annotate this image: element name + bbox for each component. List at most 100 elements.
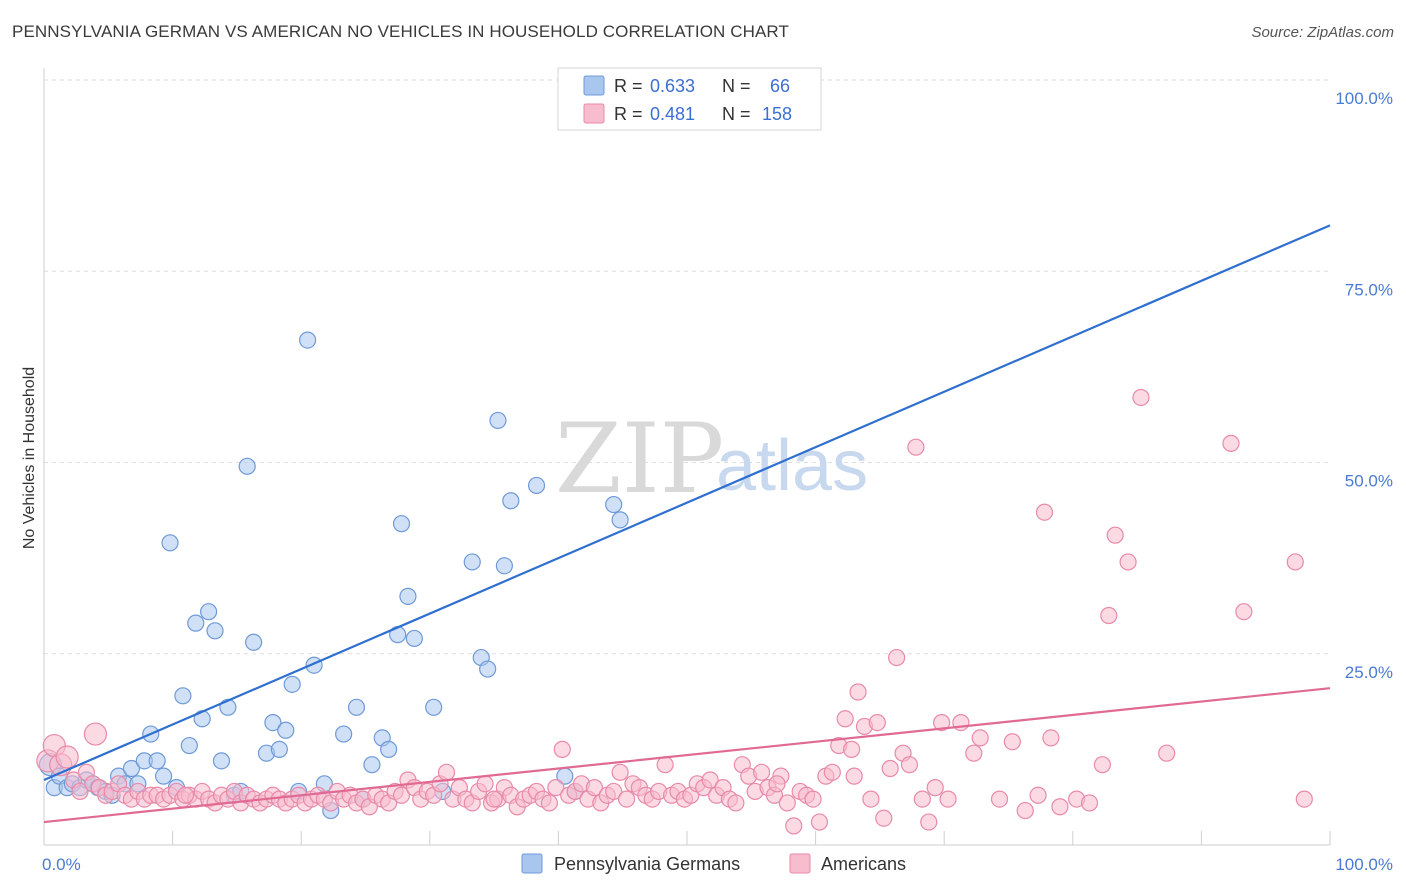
legend-box: R = 0.633 N = 66 R = 0.481 N = 158 bbox=[557, 67, 822, 131]
data-point bbox=[212, 752, 231, 770]
legend-r-label-0: R = bbox=[614, 76, 643, 96]
data-point bbox=[971, 729, 989, 747]
data-point bbox=[425, 698, 443, 716]
series-1-points bbox=[36, 388, 1313, 835]
data-point bbox=[727, 794, 745, 812]
data-point bbox=[913, 790, 931, 808]
data-point bbox=[206, 622, 224, 640]
data-point bbox=[920, 813, 938, 831]
trend-lines bbox=[43, 224, 1331, 824]
watermark-atlas: atlas bbox=[716, 426, 868, 506]
data-point bbox=[1051, 798, 1069, 816]
data-point bbox=[527, 476, 546, 495]
data-point bbox=[875, 809, 893, 827]
legend-n-label-1: N = bbox=[722, 104, 751, 124]
data-point bbox=[55, 745, 79, 769]
bottom-legend: Pennsylvania Germans Americans bbox=[521, 853, 906, 874]
data-point bbox=[405, 629, 423, 648]
y-axis: 25.0% 50.0% 75.0% 100.0% bbox=[43, 68, 1393, 845]
data-point bbox=[1035, 503, 1054, 521]
data-point bbox=[605, 782, 623, 801]
bottom-legend-label-americans: Americans bbox=[821, 854, 906, 874]
data-point bbox=[823, 763, 841, 781]
data-point bbox=[1119, 553, 1137, 571]
data-point bbox=[176, 786, 195, 804]
data-point bbox=[187, 614, 205, 632]
data-point bbox=[605, 495, 623, 514]
bottom-legend-swatch-americans bbox=[789, 853, 811, 874]
data-point bbox=[476, 775, 494, 793]
watermark: ZIP atlas bbox=[555, 403, 868, 515]
data-point bbox=[1158, 744, 1176, 762]
data-point bbox=[479, 660, 497, 678]
data-point bbox=[778, 794, 796, 812]
data-point bbox=[270, 740, 288, 758]
data-point bbox=[71, 782, 89, 801]
x-axis: 0.0% 100.0% bbox=[42, 831, 1393, 874]
data-point bbox=[1106, 526, 1124, 544]
legend-n-label-0: N = bbox=[722, 76, 751, 96]
data-point bbox=[1100, 606, 1118, 625]
trend-line-0 bbox=[43, 224, 1331, 781]
y-tick-label-1: 50.0% bbox=[1345, 472, 1393, 491]
data-point bbox=[1235, 603, 1253, 621]
data-point bbox=[1042, 729, 1060, 747]
data-point bbox=[1286, 553, 1304, 571]
data-point bbox=[810, 813, 829, 831]
data-point bbox=[1016, 801, 1034, 820]
trend-line-1 bbox=[43, 687, 1331, 824]
data-point bbox=[1029, 786, 1047, 804]
data-point bbox=[881, 759, 899, 778]
legend-r-label-1: R = bbox=[614, 104, 643, 124]
data-point bbox=[888, 648, 906, 667]
legend-swatch-pink bbox=[583, 103, 605, 124]
data-point bbox=[495, 557, 513, 575]
data-point bbox=[540, 794, 558, 812]
data-point bbox=[1132, 388, 1150, 407]
y-axis-label: No Vehicles in Household bbox=[21, 367, 38, 549]
data-point bbox=[335, 725, 353, 743]
data-point bbox=[868, 713, 886, 732]
bottom-legend-swatch-pa-germans bbox=[521, 853, 543, 874]
data-point bbox=[502, 492, 520, 510]
y-tick-label-3: 100.0% bbox=[1335, 89, 1393, 108]
y-tick-label-0: 25.0% bbox=[1345, 663, 1393, 682]
data-point bbox=[489, 411, 507, 430]
data-point bbox=[238, 457, 256, 475]
data-point bbox=[939, 790, 957, 808]
grid-lines bbox=[44, 79, 1330, 655]
data-point bbox=[547, 779, 565, 797]
legend-r-value-0: 0.633 bbox=[650, 76, 695, 96]
data-point bbox=[392, 515, 411, 533]
data-point bbox=[264, 713, 282, 732]
data-point bbox=[701, 771, 719, 789]
source-label: Source: ZipAtlas.com bbox=[1251, 24, 1394, 41]
data-point bbox=[845, 767, 863, 785]
data-point bbox=[148, 752, 166, 770]
data-point bbox=[553, 740, 571, 758]
data-point bbox=[933, 713, 951, 732]
data-point bbox=[862, 790, 880, 808]
data-point bbox=[611, 763, 629, 781]
x-tick-label-0: 0.0% bbox=[42, 855, 81, 874]
data-point bbox=[399, 587, 417, 605]
data-point bbox=[1093, 756, 1111, 774]
data-point bbox=[768, 775, 786, 793]
data-point bbox=[122, 759, 141, 778]
data-point bbox=[1003, 733, 1021, 751]
legend-n-value-1: 158 bbox=[762, 104, 792, 124]
data-point bbox=[849, 683, 867, 701]
data-point bbox=[585, 779, 604, 797]
data-point bbox=[836, 710, 854, 728]
legend-swatch-blue bbox=[583, 75, 605, 96]
data-point bbox=[277, 721, 295, 739]
data-point bbox=[965, 744, 983, 762]
data-point bbox=[900, 756, 919, 774]
data-point bbox=[1080, 794, 1099, 812]
data-point bbox=[485, 790, 503, 808]
data-point bbox=[363, 756, 381, 774]
legend-n-value-0: 66 bbox=[770, 76, 790, 96]
data-point bbox=[926, 779, 944, 797]
data-points bbox=[36, 331, 1313, 835]
